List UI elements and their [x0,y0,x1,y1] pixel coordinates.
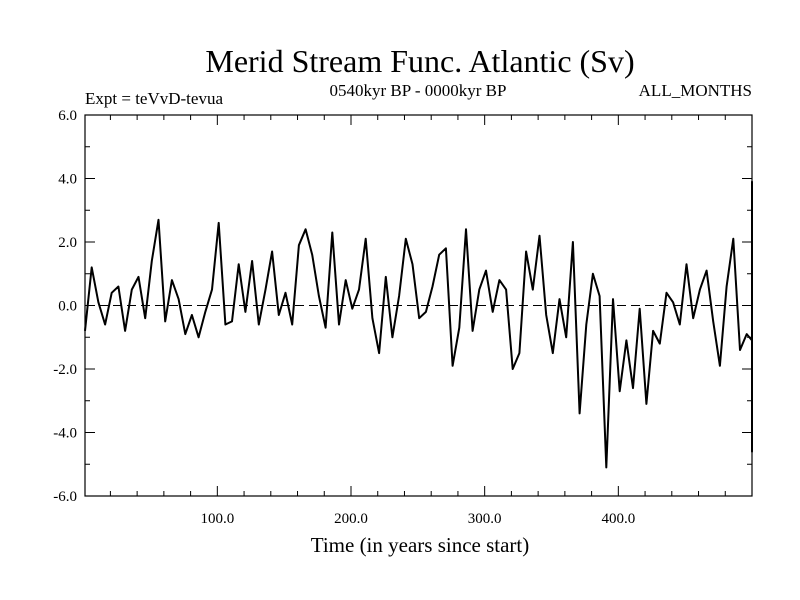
plot-frame [84,114,753,497]
y-tick-label: -6.0 [53,489,77,505]
y-tick-label: 4.0 [58,172,77,188]
y-tick-label: 0.0 [58,299,77,315]
x-tick-label: 300.0 [468,511,502,527]
chart-subtitle-center: 0540kyr BP - 0000kyr BP [330,81,507,100]
chart-subtitle-right: ALL_MONTHS [639,81,752,100]
x-tick-label: 100.0 [200,511,234,527]
y-tick-label: 6.0 [58,108,77,124]
x-tick-label: 200.0 [334,511,368,527]
y-tick-label: -2.0 [53,362,77,378]
chart-subtitle-left: Expt = teVvD-tevua [85,89,223,108]
x-axis-title: Time (in years since start) [311,533,530,557]
series-line [84,180,753,469]
axis-layer: 6.0 4.0 2.0 0.0 -2.0 -4.0 -6.0 100.0 200.0 300.0 4… [53,108,752,527]
y-tick-label: -4.0 [53,426,77,442]
x-tick-label: 400.0 [601,511,635,527]
chart-title: Merid Stream Func. Atlantic (Sv) [205,43,634,79]
y-tick-label: 2.0 [58,235,77,251]
